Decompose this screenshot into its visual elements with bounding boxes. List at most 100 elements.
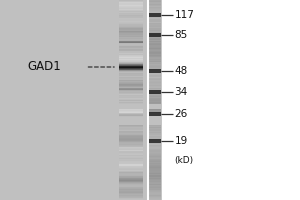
Bar [149,154,160,155]
Bar [149,77,160,78]
Bar [149,3,160,4]
Bar [149,186,160,187]
Bar [149,50,160,51]
Bar [149,108,160,109]
Bar [149,104,160,105]
Bar [118,142,142,143]
Bar [118,41,142,42]
Text: 19: 19 [175,136,188,146]
Bar [149,5,160,6]
Bar [118,85,142,86]
Bar [118,98,142,99]
Bar [118,62,142,63]
Bar [118,184,142,185]
Bar [149,24,160,25]
Text: 85: 85 [175,30,188,40]
Bar [118,137,142,138]
Bar [118,96,142,97]
Bar [149,13,160,14]
Bar [149,70,160,71]
Bar [118,19,142,20]
Bar [118,119,142,120]
Bar [118,35,142,36]
Bar [118,178,142,179]
Bar [118,184,142,185]
Bar [118,63,142,64]
Bar [118,180,142,181]
Bar [149,30,160,31]
Bar [118,52,142,53]
Bar [149,129,160,130]
Bar [118,171,142,172]
Bar [149,25,160,26]
Bar [118,18,142,19]
Bar [118,76,142,77]
Bar [118,56,142,57]
Bar [118,59,142,60]
Bar [118,133,142,134]
Bar [118,187,142,188]
Bar [149,56,160,57]
Bar [149,137,160,138]
Bar [118,93,142,94]
Bar [149,42,160,43]
Bar [149,39,160,40]
Bar [118,22,142,23]
Bar [0,0,164,200]
Bar [149,7,160,8]
Bar [118,34,142,35]
Bar [118,185,142,186]
Bar [118,60,142,61]
Bar [149,10,160,11]
Bar [118,71,142,72]
Bar [118,170,142,171]
Bar [149,87,160,88]
Bar [118,196,142,197]
Bar [118,29,142,30]
Bar [118,179,142,180]
Bar [149,44,160,45]
Bar [118,173,142,174]
Bar [118,64,142,65]
Bar [118,81,142,82]
Bar [118,47,142,48]
Bar [118,21,142,22]
Bar [118,95,142,96]
Bar [118,99,142,100]
Bar [149,133,160,134]
Bar [118,186,142,187]
Bar [149,158,160,159]
Bar [118,168,142,169]
Bar [118,87,142,88]
Bar [118,68,142,69]
Bar [149,84,160,85]
Bar [149,178,160,179]
Bar [149,156,160,157]
Bar [118,182,142,183]
Bar [118,90,142,91]
Bar [149,194,160,195]
Bar [118,106,142,107]
Bar [118,2,142,3]
Bar [149,20,160,21]
Bar [149,2,160,3]
Bar [118,125,142,126]
Bar [118,174,142,175]
Bar [149,109,160,110]
Bar [118,6,142,7]
Bar [118,109,142,110]
Bar [149,80,160,81]
Bar [149,75,160,76]
Bar [149,114,160,115]
Bar [118,154,142,155]
Bar [118,69,142,70]
Bar [149,180,160,181]
Bar [118,39,142,40]
Bar [118,53,142,54]
Bar [149,171,160,172]
Bar [149,85,160,86]
Bar [149,15,160,16]
Bar [149,40,160,41]
Bar [149,91,160,92]
Bar [118,198,142,199]
